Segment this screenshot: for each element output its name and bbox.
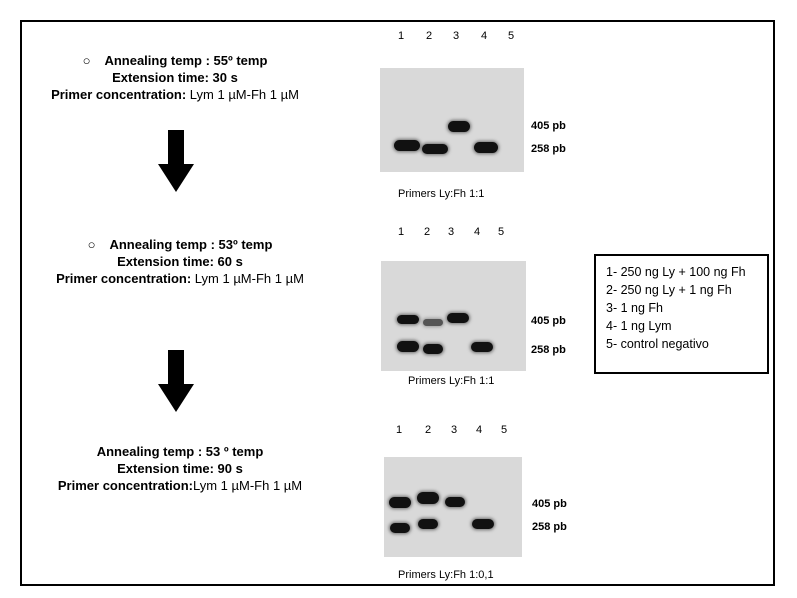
- band-lane3-405: [445, 497, 465, 507]
- annealing-line-2: ○ Annealing temp : 53º temp: [87, 237, 273, 252]
- figure-frame: [20, 20, 775, 586]
- lane-number: 3: [453, 30, 460, 42]
- conditions-panel-2: ○ Annealing temp : 53º temp Extension tim…: [35, 236, 325, 287]
- extension-line-2: Extension time: 60 s: [117, 254, 243, 269]
- band-lane4-258: [474, 142, 498, 153]
- marker-258-gel-3: 258 pb: [532, 521, 567, 533]
- caption-gel-3: Primers Ly:Fh 1:0,1: [398, 569, 494, 581]
- gel-image-3: [384, 457, 522, 557]
- band-lane1-405: [397, 315, 419, 324]
- band-lane3-405: [448, 121, 470, 132]
- gel-image-2: [381, 261, 526, 371]
- band-lane1-258: [394, 140, 420, 151]
- down-arrow-icon: [158, 130, 194, 192]
- marker-405-gel-3: 405 pb: [532, 498, 567, 510]
- lane-numbers-gel-1: 1 2 3 4 5: [380, 30, 520, 44]
- lane-number: 1: [396, 424, 403, 436]
- band-lane2-405: [423, 319, 443, 326]
- gel-image-1: [380, 68, 524, 172]
- lane-numbers-gel-2: 1 2 3 4 5: [380, 226, 520, 240]
- lane-legend: 1- 250 ng Ly + 100 ng Fh 2- 250 ng Ly + …: [594, 254, 769, 374]
- lane-number: 3: [448, 226, 455, 238]
- marker-258-gel-2: 258 pb: [531, 344, 566, 356]
- lane-number: 3: [451, 424, 458, 436]
- band-lane1-258: [397, 341, 419, 352]
- annealing-line-3: Annealing temp : 53 º temp: [96, 444, 264, 459]
- band-lane1-405: [389, 497, 411, 508]
- lane-number: 5: [498, 226, 505, 238]
- band-lane3-405: [447, 313, 469, 323]
- conditions-panel-3: Annealing temp : 53 º temp Extension tim…: [35, 443, 325, 494]
- band-lane4-258: [472, 519, 494, 529]
- conditions-panel-1: ○ Annealing temp : 55º temp Extension tim…: [35, 52, 315, 103]
- band-lane2-258: [423, 344, 443, 354]
- primer-line-1: Primer concentration: Lym 1 µM-Fh 1 µM: [51, 87, 299, 102]
- legend-item-4: 4- 1 ng Lym: [606, 319, 672, 333]
- lane-number: 2: [424, 226, 431, 238]
- lane-number: 2: [426, 30, 433, 42]
- band-lane1-258: [390, 523, 410, 533]
- band-lane2-258: [418, 519, 438, 529]
- bullet-1: ○: [82, 53, 91, 68]
- lane-number: 4: [481, 30, 488, 42]
- extension-line-1: Extension time: 30 s: [112, 70, 238, 85]
- primer-line-3: Primer concentration:Lym 1 µM-Fh 1 µM: [57, 478, 303, 493]
- annealing-line-1: ○ Annealing temp : 55º temp: [82, 53, 268, 68]
- band-lane2-405: [417, 492, 439, 504]
- lane-number: 4: [474, 226, 481, 238]
- legend-item-5: 5- control negativo: [606, 337, 709, 351]
- extension-line-3: Extension time: 90 s: [117, 461, 243, 476]
- primer-line-2: Primer concentration: Lym 1 µM-Fh 1 µM: [56, 271, 304, 286]
- lane-number: 1: [398, 226, 405, 238]
- down-arrow-icon: [158, 350, 194, 412]
- legend-item-1: 1- 250 ng Ly + 100 ng Fh: [606, 265, 746, 279]
- lane-number: 5: [501, 424, 508, 436]
- lane-numbers-gel-3: 1 2 3 4 5: [380, 424, 520, 438]
- caption-gel-1: Primers Ly:Fh 1:1: [398, 188, 485, 200]
- band-lane2-258: [422, 144, 448, 154]
- bullet-2: ○: [87, 237, 96, 252]
- marker-405-gel-2: 405 pb: [531, 315, 566, 327]
- band-lane4-258: [471, 342, 493, 352]
- legend-item-3: 3- 1 ng Fh: [606, 301, 663, 315]
- lane-number: 5: [508, 30, 515, 42]
- lane-number: 2: [425, 424, 432, 436]
- lane-number: 1: [398, 30, 405, 42]
- marker-405-gel-1: 405 pb: [531, 120, 566, 132]
- legend-item-2: 2- 250 ng Ly + 1 ng Fh: [606, 283, 732, 297]
- marker-258-gel-1: 258 pb: [531, 143, 566, 155]
- caption-gel-2: Primers Ly:Fh 1:1: [408, 375, 495, 387]
- lane-number: 4: [476, 424, 483, 436]
